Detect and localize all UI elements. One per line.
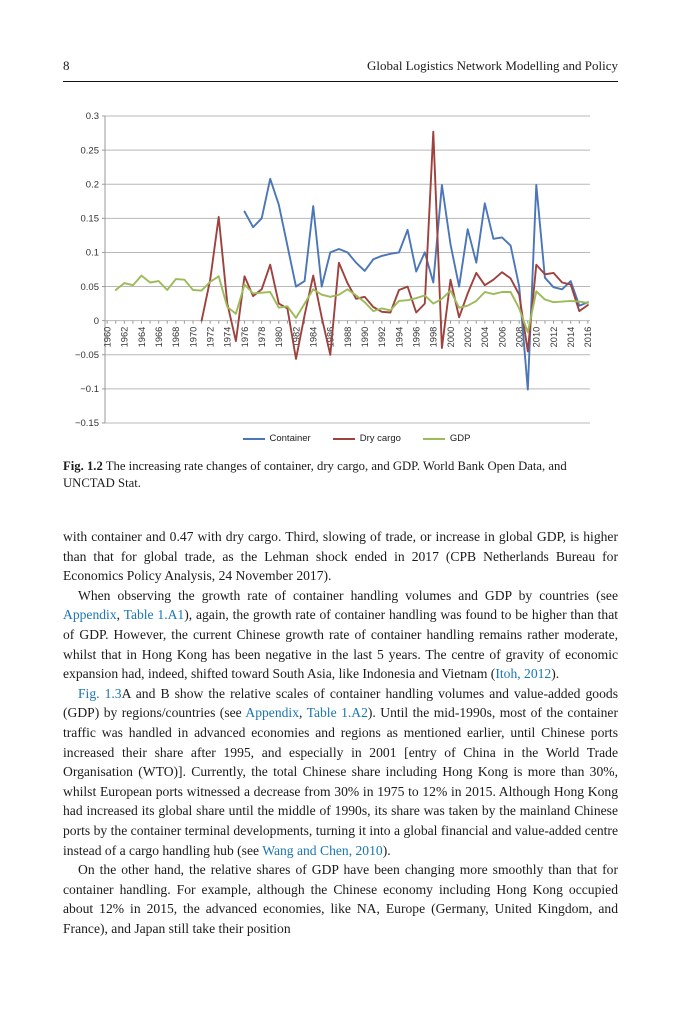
y-axis-label: 0.3	[86, 111, 99, 122]
legend-line-swatch	[242, 437, 265, 440]
y-axis-label: −0.05	[75, 350, 99, 361]
y-axis-label: 0.05	[81, 282, 100, 293]
chart-canvas: 0.3 0.25 0.2 0.15 0.1 0.05 0 −0.05 −0.1 −0.15 1960…	[75, 111, 593, 428]
x-axis-label: 1990	[360, 327, 370, 348]
x-axis-label: 1982	[291, 327, 301, 348]
legend-item-container: Container	[242, 433, 311, 444]
x-axis-label: 2000	[446, 327, 456, 348]
paragraph-text: ), again, the growth rate of container h…	[63, 607, 619, 682]
chart-legend: Container Dry cargo GDP	[63, 433, 608, 444]
x-axis-label: 1968	[171, 327, 181, 348]
y-axis-label: 0	[94, 316, 99, 327]
x-axis-label: 1994	[394, 327, 404, 348]
legend-item-dry-cargo: Dry cargo	[332, 433, 401, 444]
y-axis-label: −0.15	[75, 418, 99, 428]
body-text: with container and 0.47 with dry cargo. …	[63, 527, 618, 938]
y-axis-label: 0.2	[86, 179, 99, 190]
body-paragraph: When observing the growth rate of contai…	[63, 586, 618, 684]
y-axis-label: 0.25	[81, 145, 100, 156]
x-axis-label: 1964	[137, 327, 147, 348]
paragraph-text: ).	[382, 842, 391, 858]
y-axis-label: 0.1	[86, 248, 99, 259]
body-paragraph: Fig. 1.3A and B show the relative scales…	[63, 684, 618, 860]
x-axis-label: 1974	[223, 327, 233, 348]
x-axis-label: 1988	[343, 327, 353, 348]
link-appendix-2[interactable]: Appendix	[245, 705, 300, 721]
figure-caption-text: The increasing rate changes of container…	[63, 459, 567, 490]
x-axis-label: 2014	[566, 327, 576, 348]
legend-label: Dry cargo	[359, 433, 401, 444]
paragraph-text: ). Until the mid-1990s, most of the cont…	[63, 705, 618, 858]
running-title: Global Logistics Network Modelling and P…	[367, 58, 618, 73]
link-table-1a2[interactable]: Table 1.A2	[306, 705, 368, 721]
paragraph-text: ,	[299, 705, 307, 721]
x-axis-label: 2012	[549, 327, 559, 348]
figure-label: Fig. 1.2	[63, 459, 103, 473]
paragraph-text: A and B show the relative scales of cont…	[63, 685, 618, 721]
paragraph-text: with container and 0.47 with dry cargo. …	[63, 529, 618, 584]
link-itoh-2012[interactable]: Itoh, 2012	[495, 666, 552, 682]
paragraph-text: ,	[116, 607, 124, 623]
link-appendix-1[interactable]: Appendix	[63, 607, 117, 623]
x-axis-label: 2010	[532, 327, 542, 348]
x-axis-label: 1962	[120, 327, 130, 348]
y-axis-label: −0.1	[80, 384, 99, 395]
x-axis-label: 1972	[206, 327, 216, 348]
line-chart: 0.3 0.25 0.2 0.15 0.1 0.05 0 −0.05 −0.1 −0.15 1960…	[63, 98, 608, 444]
legend-line-swatch	[332, 437, 355, 440]
x-axis-label: 1986	[326, 327, 336, 348]
paragraph-text: ).	[551, 666, 560, 682]
legend-label: GDP	[449, 433, 471, 444]
x-axis-label: 1978	[257, 327, 267, 348]
legend-item-gdp: GDP	[422, 433, 471, 444]
x-axis-label: 1998	[429, 327, 439, 348]
page-header: 8 Global Logistics Network Modelling and…	[63, 58, 618, 82]
body-paragraph: On the other hand, the relative shares o…	[63, 860, 618, 938]
x-axis-label: 1992	[377, 327, 387, 348]
legend-line-swatch	[422, 437, 445, 440]
x-axis-label: 1980	[274, 327, 284, 348]
x-axis-label: 1984	[309, 327, 319, 348]
x-axis-label: 1996	[412, 327, 422, 348]
x-axis-label: 1960	[103, 327, 113, 348]
link-fig-13[interactable]: Fig. 1.3	[78, 685, 122, 701]
x-axis-label: 1976	[240, 327, 250, 348]
link-table-1a1[interactable]: Table 1.A1	[123, 607, 185, 623]
x-axis-label: 2002	[463, 327, 473, 348]
x-axis-label: 2004	[480, 327, 490, 348]
legend-label: Container	[269, 433, 311, 444]
y-axis-label: 0.15	[81, 214, 100, 225]
x-axis-label: 2016	[583, 327, 593, 348]
page-number: 8	[63, 58, 70, 73]
paragraph-text: On the other hand, the relative shares o…	[63, 862, 618, 936]
x-axis-label: 2006	[497, 327, 507, 348]
paragraph-text: When observing the growth rate of contai…	[78, 587, 618, 603]
x-axis-label: 1966	[154, 327, 164, 348]
figure-1-2: 0.3 0.25 0.2 0.15 0.1 0.05 0 −0.05 −0.1 −0.15 1960…	[63, 98, 618, 492]
body-paragraph: with container and 0.47 with dry cargo. …	[63, 527, 618, 586]
figure-caption: Fig. 1.2 The increasing rate changes of …	[63, 458, 618, 492]
link-wang-chen-2010[interactable]: Wang and Chen, 2010	[262, 842, 383, 858]
x-axis-label: 1970	[188, 327, 198, 348]
x-axis-label: 2008	[515, 327, 525, 348]
gdp-series-line	[114, 274, 589, 334]
